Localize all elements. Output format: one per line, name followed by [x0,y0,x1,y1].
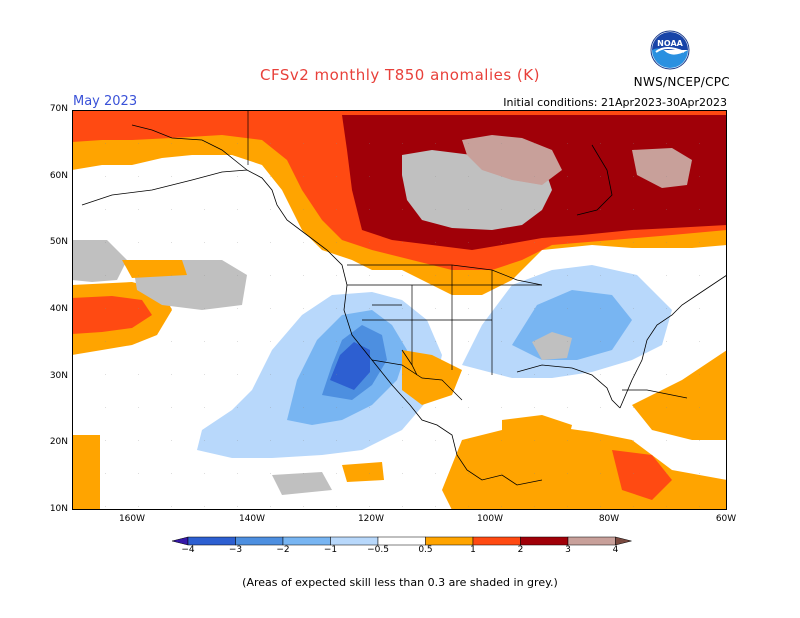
colorbar-label: 2 [517,545,524,555]
map-frame [72,110,727,510]
lon-label-100w: 100W [476,514,504,524]
lon-label-60w: 60W [715,514,737,524]
colorbar-segment [425,536,474,546]
lon-label-140w: 140W [238,514,266,524]
colorbar-label: −1 [323,545,338,555]
colorbar-segment [172,536,189,546]
lat-label-10n: 10N [49,504,68,514]
colorbar [172,536,632,546]
colorbar-label: −4 [181,545,195,555]
colorbar-segment [187,536,236,546]
lat-label-50n: 50N [49,237,68,247]
colorbar-label: 0.5 [418,545,433,555]
forecast-month: May 2023 [73,94,138,109]
agency-label: NWS/NCEP/CPC [633,75,730,89]
colorbar-label: 1 [470,545,476,555]
lat-label-40n: 40N [49,304,68,314]
lat-label-20n: 20N [49,437,68,447]
logo-text: NOAA [657,39,683,48]
t850-anomaly-map [72,110,727,510]
map-title: CFSv2 monthly T850 anomalies (K) [260,66,540,84]
initial-conditions: Initial conditions: 21Apr2023-30Apr2023 [503,96,727,109]
colorbar-segment [377,536,426,546]
lat-label-30n: 30N [49,371,68,381]
colorbar-segment [615,536,632,546]
noaa-logo: NOAA [650,30,690,70]
graticule [72,110,727,510]
lon-label-120w: 120W [357,514,385,524]
lat-label-70n: 70N [49,104,68,114]
colorbar-segment [235,536,284,546]
colorbar-label: −0.5 [367,545,389,555]
colorbar-label: 4 [612,545,619,555]
lat-label-60n: 60N [49,171,68,181]
colorbar-segment [330,536,379,546]
colorbar-segment [282,536,331,546]
lon-label-160w: 160W [118,514,146,524]
colorbar-segment [567,536,616,546]
colorbar-label: −3 [228,545,243,555]
colorbar-segment [472,536,521,546]
skill-footnote: (Areas of expected skill less than 0.3 a… [242,576,558,589]
lon-label-80w: 80W [598,514,620,524]
colorbar-label: 3 [565,545,571,555]
colorbar-segment [520,536,569,546]
colorbar-label: −2 [276,545,290,555]
